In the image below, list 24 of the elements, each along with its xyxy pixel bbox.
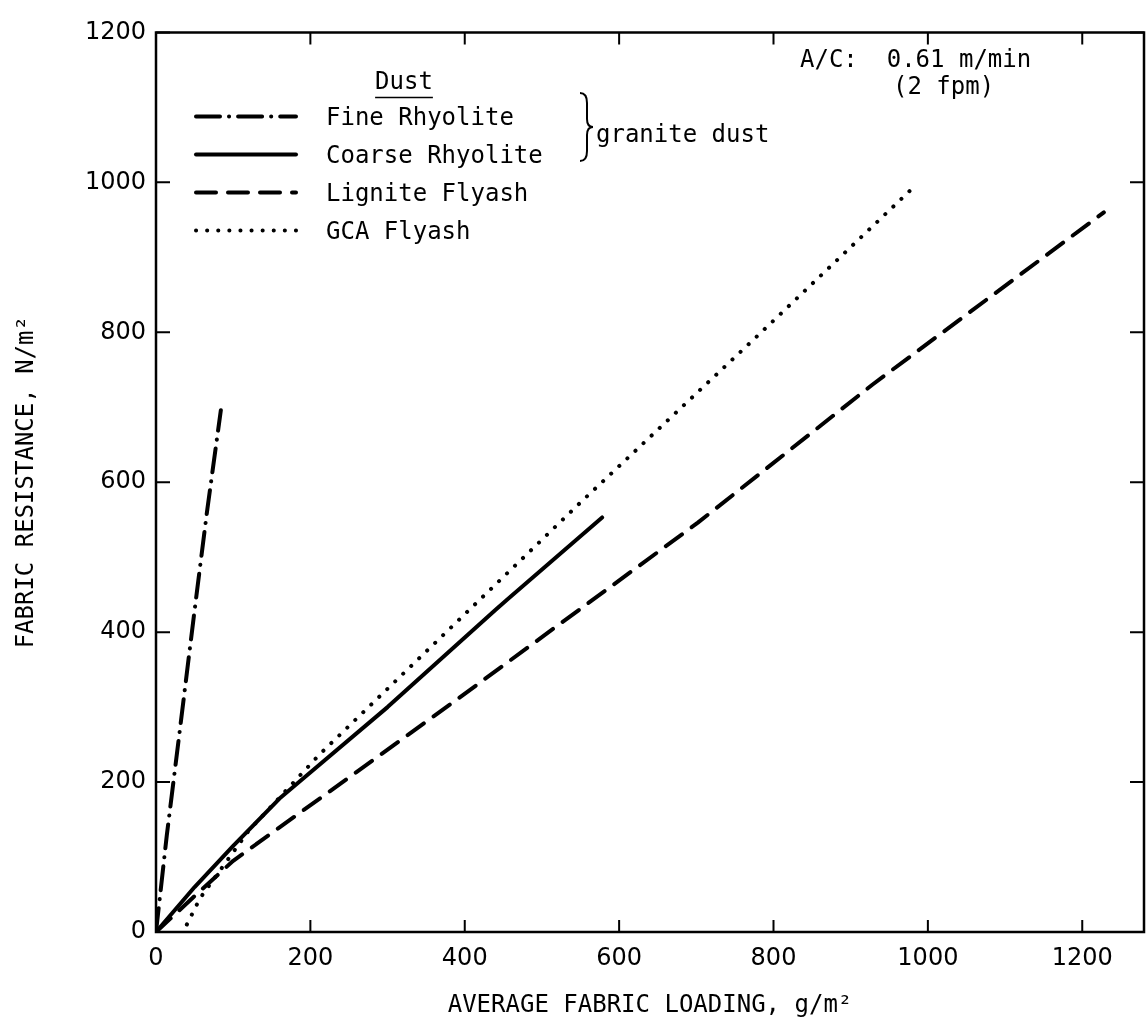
x-tick-label: 200	[287, 942, 334, 971]
annotation: granite dust	[596, 119, 770, 148]
y-tick-label: 1000	[84, 166, 146, 195]
y-tick-label: 400	[100, 616, 146, 645]
x-tick-label: 1200	[1051, 942, 1113, 971]
legend-label: Lignite Flyash	[326, 178, 529, 207]
x-axis-title: AVERAGE FABRIC LOADING, g/m²	[447, 989, 853, 1018]
y-tick-label: 200	[100, 766, 146, 795]
y-tick-label: 600	[100, 466, 146, 495]
x-tick-label: 400	[441, 942, 488, 971]
y-axis-title: FABRIC RESISTANCE, N/m²	[10, 316, 39, 649]
y-tick-label: 800	[100, 316, 146, 345]
x-tick-label: 800	[750, 942, 797, 971]
legend-label: Fine Rhyolite	[326, 102, 514, 131]
y-tick-label: 1200	[84, 16, 146, 45]
legend-label: GCA Flyash	[326, 216, 471, 245]
x-tick-label: 1000	[897, 942, 959, 971]
legend-label: Coarse Rhyolite	[326, 140, 543, 169]
x-tick-label: 0	[148, 942, 164, 971]
annotation: (2 fpm)	[893, 71, 995, 100]
y-tick-label: 0	[130, 916, 146, 945]
legend-title: Dust	[375, 66, 433, 95]
x-tick-label: 600	[596, 942, 643, 971]
annotation: A/C: 0.61 m/min	[800, 44, 1032, 73]
